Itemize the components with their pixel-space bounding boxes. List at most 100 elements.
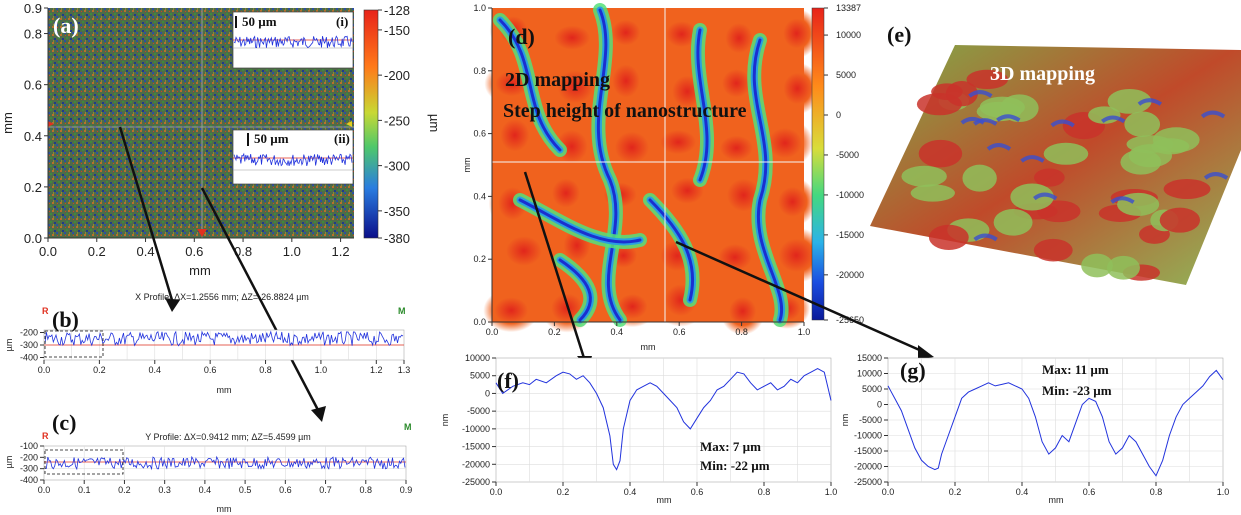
x-axis-c-tick-label: 0.9 bbox=[400, 485, 413, 495]
min-text-g: Min: -23 µm bbox=[1042, 383, 1112, 398]
x-axis-f-tick-label: 0.8 bbox=[758, 487, 771, 497]
y-axis-a-tick-label: 0.0 bbox=[24, 231, 42, 246]
x-axis-d-tick-label: 0.4 bbox=[611, 327, 624, 337]
colorbar-d-tick-label: 10000 bbox=[836, 30, 861, 40]
panel-f-label: (f) bbox=[497, 368, 519, 393]
y-axis-label-d: mm bbox=[462, 158, 472, 173]
x-axis-b-tick-label: 0.4 bbox=[149, 365, 162, 375]
panel-e-label: (e) bbox=[887, 22, 911, 47]
x-axis-c-tick-label: 0.4 bbox=[199, 485, 212, 495]
panel-g: 0.0 0.2 0.4 0.6 0.8 1.0 15000 10000 5000 0 -5000 -… bbox=[840, 353, 1229, 505]
marker-m-b: M bbox=[398, 306, 406, 316]
x-axis-label-f: mm bbox=[657, 495, 672, 505]
heatmap-d-peak bbox=[494, 226, 554, 276]
x-axis-c-tick-label: 0.8 bbox=[360, 485, 373, 495]
colorbar-d-tick-label: -5000 bbox=[836, 150, 859, 160]
x-axis-label-b: mm bbox=[217, 385, 232, 395]
y-axis-label-f: nm bbox=[440, 414, 450, 427]
x-axis-b-tick-label: 1.3 bbox=[398, 365, 411, 375]
x-axis-c-tick-label: 0.7 bbox=[319, 485, 332, 495]
annotation-3d-mapping: 3D mapping bbox=[990, 63, 1095, 85]
profile-line-g bbox=[887, 369, 1224, 477]
colorbar-a-tick-label: -128 bbox=[384, 3, 410, 18]
y-axis-g-tick-label: -5000 bbox=[859, 415, 882, 425]
panel-c-label: (c) bbox=[52, 410, 76, 435]
y-axis-g-tick-label: -25000 bbox=[854, 477, 882, 487]
annotation-step-height: Step height of nanostructure bbox=[503, 100, 747, 122]
x-axis-d-tick-label: 0.2 bbox=[548, 327, 561, 337]
surface-3d-bump bbox=[918, 139, 963, 168]
y-axis-a-tick-label: 0.9 bbox=[24, 1, 42, 16]
surface-3d-valley bbox=[1110, 196, 1135, 204]
heatmap-d-valley-core bbox=[696, 28, 709, 182]
y-axis-b-tick-label: -200 bbox=[20, 328, 38, 338]
inset-i-label: (i) bbox=[336, 14, 348, 29]
y-axis-f-tick-label: -25000 bbox=[462, 477, 490, 487]
y-axis-b-tick-label: -400 bbox=[20, 353, 38, 363]
marker-r-c: R bbox=[42, 431, 49, 441]
colorbar-d-tick-label: -15000 bbox=[836, 230, 864, 240]
x-axis-a-tick-label: 1.0 bbox=[283, 244, 301, 259]
arrow-a-to-b bbox=[118, 126, 174, 301]
heatmap-d-peak bbox=[483, 288, 540, 333]
surface-3d-bump bbox=[1081, 253, 1113, 278]
y-axis-f-tick-label: 5000 bbox=[470, 371, 490, 381]
x-axis-label-g: mm bbox=[1049, 495, 1064, 505]
colorbar-d-tick-label: -20000 bbox=[836, 270, 864, 280]
panel-a: (a) 50 µm (i) 50 µm (ii) 0.0 0.2 0.4 0.6 0.8… bbox=[0, 1, 442, 278]
y-axis-c-tick-label: -100 bbox=[20, 441, 38, 451]
colorbar-a-tick-label: -250 bbox=[384, 113, 410, 128]
y-axis-f-tick-label: -5000 bbox=[467, 406, 490, 416]
inset-ii: 50 µm (ii) bbox=[232, 129, 354, 185]
surface-3d-valley bbox=[1020, 155, 1045, 163]
y-axis-a-tick-label: 0.2 bbox=[24, 180, 42, 195]
inset-i-scale: 50 µm bbox=[242, 14, 277, 29]
surface-3d-bump bbox=[1033, 238, 1073, 262]
x-axis-b-tick-label: 1.2 bbox=[370, 365, 383, 375]
profile-line-f bbox=[495, 368, 832, 471]
surface-3d-valley bbox=[1033, 192, 1058, 201]
surface-3d-valley bbox=[973, 118, 998, 126]
surface-3d-valley bbox=[1200, 110, 1226, 119]
colorbar-d-tick-label: 0 bbox=[836, 110, 841, 120]
x-axis-b-tick-label: 0.8 bbox=[259, 365, 272, 375]
selection-box-c bbox=[44, 449, 124, 475]
surface-3d-bump bbox=[1010, 183, 1054, 211]
marker-bottom bbox=[197, 229, 207, 237]
surface-3d-bump bbox=[993, 209, 1033, 236]
inset-ii-scale: 50 µm bbox=[254, 131, 289, 146]
panel-a-label: (a) bbox=[53, 13, 79, 38]
colorbar-a-tick-label: -380 bbox=[384, 231, 410, 246]
x-axis-b-tick-label: 0.6 bbox=[204, 365, 217, 375]
y-axis-a-tick-label: 0.4 bbox=[24, 129, 42, 144]
marker-left bbox=[48, 121, 54, 127]
surface-3d-valley bbox=[1137, 98, 1162, 106]
y-axis-f-tick-label: -15000 bbox=[462, 442, 490, 452]
heatmap-d-peak bbox=[545, 118, 599, 174]
colorbar-a bbox=[363, 9, 379, 239]
heatmap-d-peak bbox=[603, 121, 661, 174]
y-axis-f-tick-label: -20000 bbox=[462, 459, 490, 469]
surface-3d-bump bbox=[966, 69, 1009, 90]
surface-3d-bump bbox=[1124, 111, 1161, 137]
panel-b: X Profile: ΔX=1.2556 mm; ΔZ=-26.8824 µm … bbox=[4, 292, 410, 395]
y-axis-f-tick-label: 0 bbox=[485, 388, 490, 398]
y-axis-a-tick-label: 0.6 bbox=[24, 78, 42, 93]
y-axis-g-tick-label: 10000 bbox=[857, 369, 882, 379]
y-axis-d-tick-label: 0.2 bbox=[473, 254, 486, 264]
panel-b-label: (b) bbox=[52, 307, 79, 332]
x-axis-c-tick-label: 0.6 bbox=[279, 485, 292, 495]
y-axis-label-g: nm bbox=[840, 414, 850, 427]
profile-line-c bbox=[44, 455, 406, 471]
x-axis-c-tick-label: 0.0 bbox=[38, 485, 51, 495]
y-axis-f-tick-label: -10000 bbox=[462, 424, 490, 434]
heatmap-d-peak bbox=[490, 108, 539, 163]
max-text-g: Max: 11 µm bbox=[1042, 362, 1109, 377]
y-axis-g-tick-label: 5000 bbox=[862, 384, 882, 394]
heatmap-d-peak bbox=[774, 8, 819, 59]
inset-ii-profile bbox=[233, 152, 353, 167]
y-axis-g-tick-label: -15000 bbox=[854, 446, 882, 456]
panel-c: Y Profile: ΔX=0.9412 mm; ΔZ=5.4599 µm R … bbox=[4, 410, 412, 514]
y-axis-g-tick-label: 0 bbox=[877, 400, 882, 410]
